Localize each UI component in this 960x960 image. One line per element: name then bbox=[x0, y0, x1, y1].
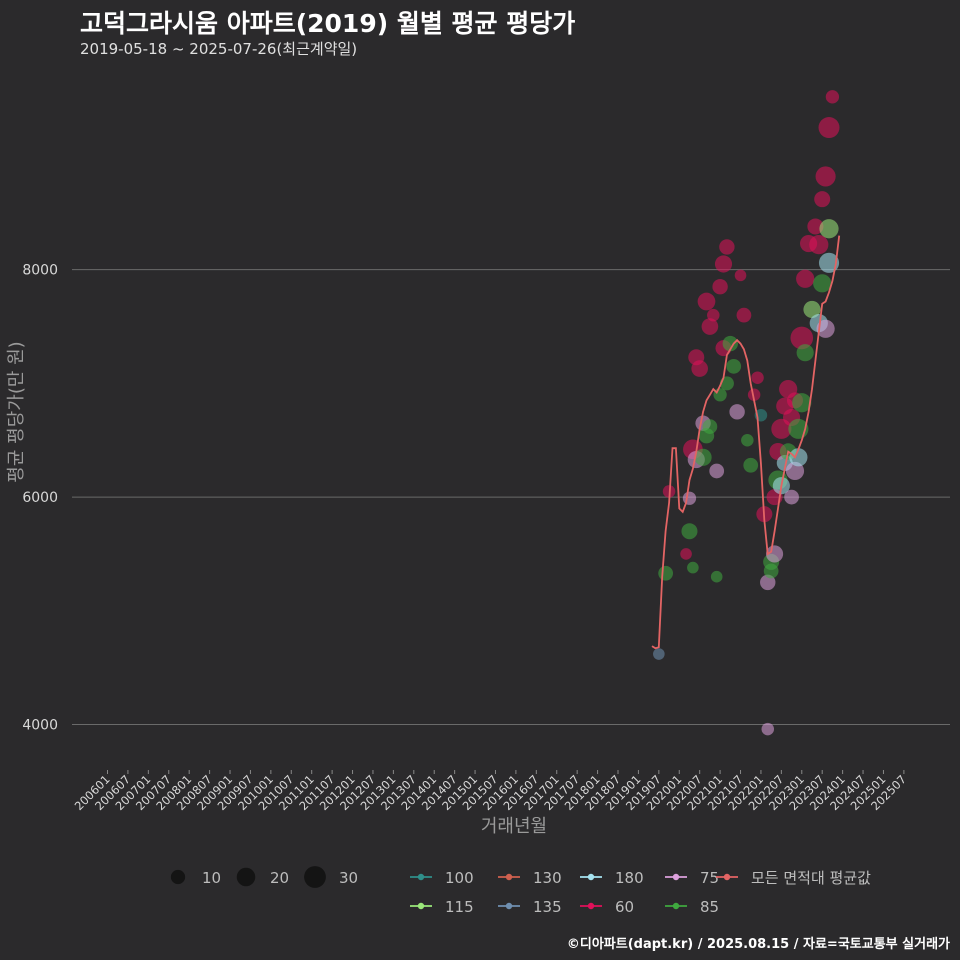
legend-label: 75 bbox=[700, 869, 719, 887]
data-point-75 bbox=[761, 722, 774, 736]
data-point-85 bbox=[813, 274, 832, 293]
data-point-85 bbox=[726, 358, 742, 374]
y-axis-label: 평균 평당가(만 원) bbox=[6, 341, 27, 482]
data-point-85 bbox=[722, 335, 739, 352]
data-point-60 bbox=[807, 218, 824, 235]
data-point-60 bbox=[796, 269, 815, 288]
data-point-60 bbox=[707, 308, 720, 322]
data-point-85 bbox=[702, 419, 718, 434]
legend-label: 135 bbox=[533, 898, 562, 916]
legend-label: 115 bbox=[445, 898, 474, 916]
legend-label: 60 bbox=[615, 898, 634, 916]
size-legend-circle bbox=[304, 866, 326, 888]
data-point-85 bbox=[792, 393, 812, 413]
data-point-85 bbox=[694, 448, 712, 466]
data-point-60 bbox=[825, 90, 840, 104]
legend-key-dot bbox=[505, 902, 513, 910]
data-point-75 bbox=[760, 574, 776, 591]
size-legend-label: 10 bbox=[202, 869, 221, 887]
data-point-85 bbox=[658, 565, 674, 581]
data-points bbox=[653, 90, 840, 736]
data-point-75 bbox=[816, 319, 835, 338]
legend-label: 모든 면적대 평균값 bbox=[751, 869, 871, 887]
legend-key-dot bbox=[672, 902, 680, 910]
legend-label: 85 bbox=[700, 898, 719, 916]
legend-key-dot bbox=[417, 902, 425, 910]
data-point-60 bbox=[809, 235, 829, 255]
data-point-85 bbox=[687, 561, 699, 574]
size-legend-circle bbox=[170, 869, 186, 885]
data-point-85 bbox=[710, 570, 723, 583]
legend: 10 20 30 100 130 180 75 모든 면적대 평균값 115 135 60 85 bbox=[170, 866, 871, 916]
data-point-60 bbox=[734, 269, 747, 282]
legend-label: 130 bbox=[533, 869, 562, 887]
x-axis-label: 거래년월 bbox=[481, 816, 547, 837]
size-legend-circle bbox=[236, 867, 256, 887]
average-line-layer bbox=[651, 235, 841, 650]
data-point-60 bbox=[751, 371, 764, 384]
legend-label: 180 bbox=[615, 869, 644, 887]
data-point-85 bbox=[796, 344, 814, 362]
legend-key-dot bbox=[587, 902, 595, 910]
data-point-75 bbox=[765, 545, 784, 563]
data-point-60 bbox=[697, 292, 716, 311]
data-point-60 bbox=[818, 117, 840, 139]
y-tick-label: 6000 bbox=[22, 490, 58, 506]
data-point-85 bbox=[741, 433, 754, 447]
legend-key-dot bbox=[587, 873, 595, 881]
data-point-85 bbox=[763, 563, 779, 579]
size-legend-label: 20 bbox=[270, 869, 289, 887]
chart-title: 고덕그라시움 아파트(2019) 월별 평균 평당가 bbox=[80, 9, 576, 38]
data-point-180 bbox=[789, 448, 808, 467]
data-point-60 bbox=[691, 360, 708, 377]
data-point-75 bbox=[785, 461, 805, 481]
data-point-75 bbox=[682, 491, 697, 505]
data-point-60 bbox=[790, 326, 814, 350]
data-point-60 bbox=[714, 255, 733, 273]
data-point-60 bbox=[736, 307, 752, 323]
legend-key-dot bbox=[417, 873, 425, 881]
grid-lines bbox=[72, 269, 950, 726]
y-tick-label: 8000 bbox=[22, 263, 58, 279]
data-point-75 bbox=[709, 463, 725, 479]
data-point-60 bbox=[719, 239, 735, 255]
legend-key-dot bbox=[723, 873, 731, 881]
data-point-60 bbox=[712, 279, 728, 295]
data-point-85 bbox=[681, 523, 698, 540]
data-point-75 bbox=[784, 489, 799, 505]
data-point-115 bbox=[803, 300, 821, 319]
data-point-60 bbox=[747, 388, 761, 402]
data-point-60 bbox=[680, 548, 692, 560]
size-legend-label: 30 bbox=[339, 869, 358, 887]
legend-key-dot bbox=[505, 873, 513, 881]
data-point-60 bbox=[701, 318, 719, 335]
y-tick-label: 4000 bbox=[22, 718, 58, 734]
legend-label: 100 bbox=[445, 869, 474, 887]
data-point-60 bbox=[814, 191, 831, 208]
data-point-85 bbox=[743, 457, 759, 473]
x-axis-ticks: 2006012006072007012007072008012008072009… bbox=[72, 770, 909, 813]
data-point-180 bbox=[818, 252, 840, 273]
data-point-135 bbox=[653, 648, 665, 660]
data-point-75 bbox=[729, 404, 745, 420]
data-point-115 bbox=[819, 219, 839, 239]
average-line bbox=[651, 235, 841, 650]
data-point-60 bbox=[815, 166, 836, 187]
chart-subtitle: 2019-05-18 ~ 2025-07-26(최근계약일) bbox=[80, 40, 358, 58]
y-axis-ticks: 4000 6000 8000 bbox=[22, 263, 58, 734]
source-caption: ©디아파트(dapt.kr) / 2025.08.15 / 자료=국토교통부 실… bbox=[566, 937, 950, 952]
legend-key-dot bbox=[672, 873, 680, 881]
